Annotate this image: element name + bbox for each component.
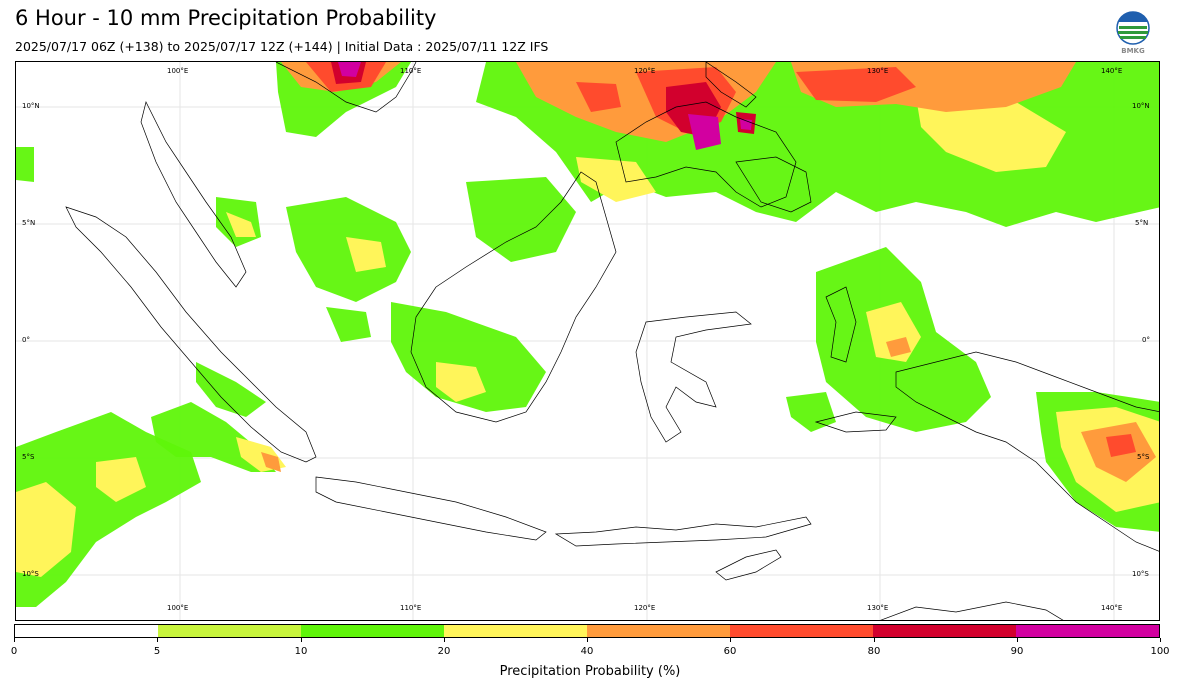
lesser-sunda-coast bbox=[554, 516, 812, 547]
mindanao-coast bbox=[735, 156, 812, 213]
timor-coast bbox=[715, 549, 782, 581]
colorbar-bin-0-5 bbox=[15, 625, 158, 637]
luzon-coast bbox=[705, 62, 757, 108]
lon-label-top-110: 110°E bbox=[400, 67, 422, 75]
java-coast bbox=[315, 476, 547, 541]
colorbar bbox=[14, 624, 1160, 638]
lon-label-bottom-130: 130°E bbox=[867, 604, 889, 612]
colorbar-tickmark bbox=[874, 638, 875, 642]
colorbar-tickmark bbox=[301, 638, 302, 642]
precip-field-magenta bbox=[338, 62, 752, 150]
colorbar-tick-label: 100 bbox=[1150, 646, 1170, 657]
colorbar-bin-80-90 bbox=[873, 625, 1016, 637]
colorbar-tickmark bbox=[1017, 638, 1018, 642]
colorbar-bin-10-20 bbox=[301, 625, 444, 637]
lon-label-bottom-120: 120°E bbox=[634, 604, 656, 612]
colorbar-tickmark bbox=[730, 638, 731, 642]
lon-label-top-130: 130°E bbox=[867, 67, 889, 75]
lat-label-right-5n: 5°N bbox=[1135, 219, 1149, 227]
colorbar-tick-label: 10 bbox=[294, 646, 308, 657]
colorbar-bin-60-80 bbox=[730, 625, 873, 637]
svg-text:BMKG: BMKG bbox=[1121, 47, 1145, 55]
lat-label-left-0: 0° bbox=[22, 336, 30, 344]
lat-label-left-10n: 10°N bbox=[22, 102, 40, 110]
colorbar-bin-40-60 bbox=[587, 625, 730, 637]
borneo-coast bbox=[410, 171, 617, 423]
lon-label-top-100: 100°E bbox=[167, 67, 189, 75]
coastlines bbox=[65, 62, 1159, 620]
colorbar-tickmark bbox=[587, 638, 588, 642]
lat-label-left-5s: 5°S bbox=[22, 453, 35, 461]
indochina-coast bbox=[275, 62, 417, 113]
lat-label-left-10s: 10°S bbox=[22, 570, 39, 578]
seram-coast bbox=[814, 411, 897, 433]
lon-label-top-140: 140°E bbox=[1101, 67, 1123, 75]
colorbar-tick-label: 5 bbox=[153, 646, 161, 657]
colorbar-bin-5-10 bbox=[158, 625, 301, 637]
map-subtitle: 2025/07/17 06Z (+138) to 2025/07/17 12Z … bbox=[15, 39, 549, 54]
map-canvas bbox=[16, 62, 1159, 620]
new-guinea-coast bbox=[895, 351, 1159, 552]
bmkg-logo: BMKG bbox=[1113, 10, 1153, 56]
lat-label-right-10s: 10°S bbox=[1132, 570, 1149, 578]
lon-label-bottom-100: 100°E bbox=[167, 604, 189, 612]
colorbar-tick-label: 40 bbox=[580, 646, 594, 657]
colorbar-tickmark bbox=[1160, 638, 1161, 642]
lat-label-right-5s: 5°S bbox=[1137, 453, 1150, 461]
colorbar-tick-label: 90 bbox=[1010, 646, 1024, 657]
colorbar-tick-label: 0 bbox=[10, 646, 18, 657]
colorbar-tick-label: 20 bbox=[437, 646, 451, 657]
colorbar-tickmark bbox=[14, 638, 15, 642]
colorbar-tick-label: 60 bbox=[723, 646, 737, 657]
colorbar-label: Precipitation Probability (%) bbox=[499, 664, 681, 679]
colorbar-bin-90-100 bbox=[1016, 625, 1159, 637]
lat-label-right-10n: 10°N bbox=[1132, 102, 1150, 110]
lat-label-right-0: 0° bbox=[1142, 336, 1150, 344]
colorbar-tick-label: 80 bbox=[867, 646, 881, 657]
map-title: 6 Hour - 10 mm Precipitation Probability bbox=[15, 6, 437, 30]
halmahera-coast bbox=[825, 286, 857, 363]
lon-label-top-120: 120°E bbox=[634, 67, 656, 75]
colorbar-tickmark bbox=[444, 638, 445, 642]
lat-label-left-5n: 5°N bbox=[22, 219, 36, 227]
lon-label-bottom-140: 140°E bbox=[1101, 604, 1123, 612]
malay-peninsula-coast bbox=[140, 100, 247, 288]
sumatra-coast bbox=[65, 206, 317, 463]
map-panel bbox=[15, 61, 1160, 621]
philippines-coast bbox=[615, 101, 797, 208]
sulawesi-coast bbox=[635, 311, 752, 443]
colorbar-bin-20-40 bbox=[444, 625, 587, 637]
australia-coast bbox=[880, 601, 1064, 620]
lon-label-bottom-110: 110°E bbox=[400, 604, 422, 612]
colorbar-tickmark bbox=[157, 638, 158, 642]
